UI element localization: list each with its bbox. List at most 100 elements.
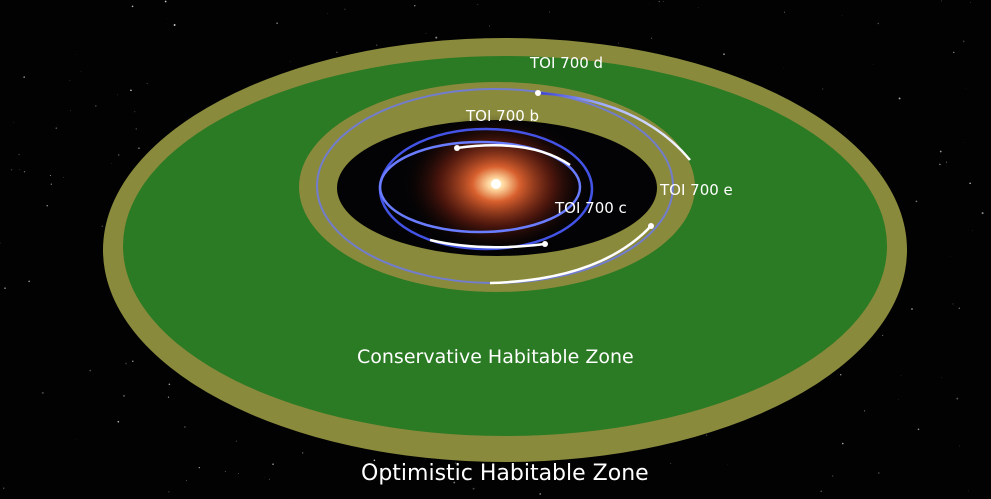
- background-star: [101, 225, 104, 228]
- background-star: [953, 51, 955, 53]
- background-star: [69, 80, 71, 81]
- background-star: [276, 22, 278, 25]
- background-star: [198, 466, 200, 469]
- background-star: [723, 53, 725, 55]
- background-star: [952, 303, 954, 305]
- background-star: [76, 439, 77, 440]
- background-star: [41, 391, 44, 394]
- orbit-d-trail: [537, 91, 691, 161]
- background-star: [173, 24, 176, 26]
- background-star: [549, 11, 551, 13]
- background-star: [962, 40, 965, 43]
- planet-c: [542, 241, 548, 247]
- background-star: [50, 183, 52, 185]
- background-star: [898, 97, 901, 100]
- background-star: [872, 64, 874, 65]
- background-star: [118, 154, 120, 156]
- label-toi-700-e: TOI 700 e: [660, 181, 733, 199]
- background-star: [425, 33, 427, 34]
- background-star: [435, 36, 438, 39]
- background-star: [186, 480, 188, 482]
- background-star: [167, 396, 170, 398]
- background-star: [237, 473, 239, 474]
- background-star: [900, 375, 902, 377]
- background-star: [981, 212, 984, 215]
- background-star: [897, 399, 899, 400]
- orbit-e-trail: [489, 225, 652, 285]
- background-star: [18, 153, 20, 156]
- background-star: [453, 481, 456, 484]
- background-star: [184, 426, 186, 428]
- background-star: [783, 11, 786, 13]
- background-star: [832, 475, 834, 477]
- background-star: [63, 177, 64, 178]
- star: [491, 179, 501, 189]
- background-star: [941, 377, 942, 378]
- background-star: [489, 25, 490, 27]
- background-star: [55, 127, 57, 129]
- background-star: [135, 128, 138, 130]
- background-star: [336, 51, 338, 54]
- background-star: [131, 5, 134, 8]
- background-star: [454, 462, 457, 464]
- background-star: [472, 487, 475, 490]
- background-star: [959, 445, 960, 447]
- background-star: [80, 71, 82, 73]
- background-star: [477, 4, 479, 6]
- background-star: [939, 150, 942, 153]
- background-star: [13, 122, 14, 123]
- background-star: [822, 88, 824, 90]
- background-star: [617, 42, 619, 44]
- background-star: [877, 22, 879, 25]
- background-star: [117, 94, 118, 96]
- background-star: [166, 18, 168, 19]
- background-star: [70, 110, 71, 111]
- background-star: [783, 67, 784, 69]
- background-star: [939, 163, 941, 166]
- background-star: [965, 88, 967, 89]
- background-star: [164, 0, 167, 3]
- background-star: [23, 76, 25, 78]
- background-star: [168, 491, 170, 493]
- orbit-b: [378, 140, 582, 234]
- background-star: [841, 442, 844, 445]
- background-star: [235, 440, 238, 442]
- background-star: [268, 478, 270, 480]
- background-star: [111, 163, 112, 165]
- background-star: [697, 6, 699, 8]
- background-star: [117, 420, 120, 423]
- planet-e: [648, 223, 654, 229]
- background-star: [28, 280, 30, 283]
- background-star: [89, 369, 91, 372]
- background-star: [168, 383, 171, 386]
- background-star: [882, 334, 884, 336]
- background-star: [637, 468, 638, 469]
- background-star: [46, 204, 48, 207]
- label-toi-700-d: TOI 700 d: [530, 54, 604, 72]
- background-star: [706, 434, 708, 436]
- background-star: [963, 142, 964, 143]
- background-star: [969, 2, 971, 3]
- background-star: [146, 83, 148, 84]
- background-star: [523, 470, 524, 471]
- background-star: [414, 5, 416, 7]
- background-star: [662, 1, 664, 2]
- background-star: [915, 200, 918, 203]
- background-star: [19, 169, 20, 170]
- background-star: [94, 105, 97, 107]
- background-star: [840, 374, 842, 376]
- background-star: [969, 182, 971, 185]
- background-star: [125, 362, 127, 365]
- orbit-b-trail: [456, 144, 571, 167]
- planet-d: [535, 90, 541, 96]
- label-toi-700-c: TOI 700 c: [555, 199, 627, 217]
- background-star: [425, 459, 426, 460]
- background-star: [650, 37, 653, 39]
- background-star: [3, 487, 5, 489]
- background-star: [658, 0, 660, 3]
- background-star: [878, 472, 880, 474]
- background-star: [940, 0, 942, 2]
- background-star: [373, 459, 376, 462]
